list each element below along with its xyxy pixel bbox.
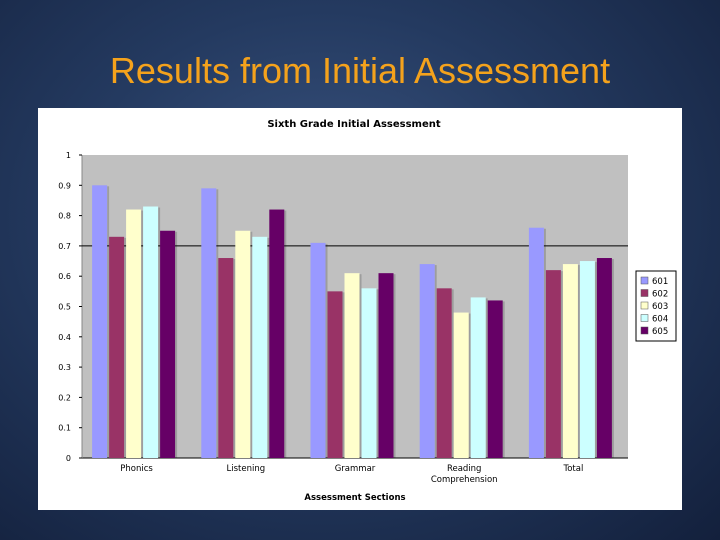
bar-604 — [361, 288, 377, 458]
bar-shade — [325, 243, 328, 458]
bar-shade — [594, 262, 597, 458]
bar-shade — [107, 186, 110, 459]
bar-602 — [327, 291, 343, 458]
bar-601 — [528, 227, 544, 458]
bar-605 — [487, 300, 503, 458]
bar-shade — [342, 292, 345, 458]
legend-label-601: 601 — [652, 277, 668, 287]
bar-shade — [233, 259, 236, 458]
bar-602 — [545, 270, 561, 458]
bar-604 — [143, 206, 159, 458]
y-tick-label: 0.8 — [58, 212, 71, 221]
bar-605 — [378, 273, 394, 458]
bar-shade — [267, 237, 270, 458]
bar-601 — [310, 242, 326, 458]
bar-shade — [216, 189, 219, 458]
chart: Sixth Grade Initial Assessment 0 0.1 0.2 0.… — [58, 119, 677, 503]
bar-603 — [235, 230, 251, 458]
legend-label-602: 602 — [652, 290, 668, 300]
bar-605 — [596, 258, 612, 458]
x-axis-title: Assessment Sections — [304, 493, 405, 503]
chart-panel: Sixth Grade Initial Assessment 0 0.1 0.2 0.… — [38, 108, 682, 510]
legend-swatch-604 — [640, 314, 649, 322]
bar-shade — [485, 298, 488, 458]
bar-603 — [126, 209, 142, 458]
bar-shade — [434, 265, 437, 458]
bar-shade — [124, 237, 127, 458]
bar-603 — [344, 273, 360, 458]
legend-swatch-605 — [640, 326, 649, 335]
bar-shade — [250, 231, 253, 458]
legend-swatch-603 — [640, 301, 649, 310]
bar-601 — [419, 264, 435, 458]
y-tick-label: 0.1 — [58, 424, 71, 433]
bar-shade — [502, 301, 505, 458]
bar-shade — [451, 289, 454, 458]
y-tick-label: 0.5 — [58, 303, 71, 312]
bar-shade — [577, 265, 580, 458]
bar-601 — [201, 188, 217, 458]
category-label: Phonics — [120, 464, 153, 474]
y-tick-label: 0.6 — [58, 272, 71, 281]
legend-label-605: 605 — [652, 327, 668, 337]
y-tick-label: 1 — [66, 151, 71, 160]
bar-605 — [160, 230, 176, 458]
legend-label-603: 603 — [652, 302, 668, 312]
category-label: Comprehension — [431, 475, 498, 485]
category-label: Grammar — [335, 464, 376, 474]
y-tick-label: 0.7 — [58, 242, 71, 251]
category-label: Listening — [226, 464, 265, 474]
bar-shade — [468, 313, 471, 458]
slide-title: Results from Initial Assessment — [109, 50, 611, 91]
legend-label-604: 604 — [652, 315, 668, 325]
bar-shade — [175, 231, 178, 458]
bar-603 — [562, 264, 578, 458]
y-tick-label: 0.9 — [58, 181, 71, 190]
bar-shade — [141, 210, 144, 458]
legend-swatch-602 — [640, 289, 649, 297]
bar-604 — [470, 297, 486, 458]
bar-shade — [376, 289, 379, 458]
bar-602 — [109, 236, 125, 458]
bar-605 — [269, 209, 285, 458]
bar-shade — [158, 207, 161, 458]
bar-602 — [436, 288, 452, 458]
bar-604 — [579, 261, 595, 458]
bar-shade — [543, 228, 546, 458]
bar-shade — [611, 259, 614, 458]
y-tick-label: 0.3 — [58, 363, 71, 372]
bar-shade — [284, 210, 287, 458]
category-label: Total — [562, 464, 583, 474]
legend-swatch-601 — [640, 276, 649, 285]
y-tick-label: 0.4 — [58, 333, 71, 342]
category-label: Reading — [447, 464, 482, 474]
bar-shade — [393, 274, 396, 458]
bar-603 — [453, 312, 469, 458]
bar-602 — [218, 258, 234, 458]
y-tick-label: 0 — [66, 454, 71, 463]
y-tick-label: 0.2 — [58, 393, 71, 402]
bar-shade — [359, 274, 362, 458]
bar-601 — [92, 185, 108, 459]
chart-title: Sixth Grade Initial Assessment — [267, 119, 441, 130]
bar-604 — [252, 236, 268, 458]
bar-shade — [560, 271, 563, 458]
